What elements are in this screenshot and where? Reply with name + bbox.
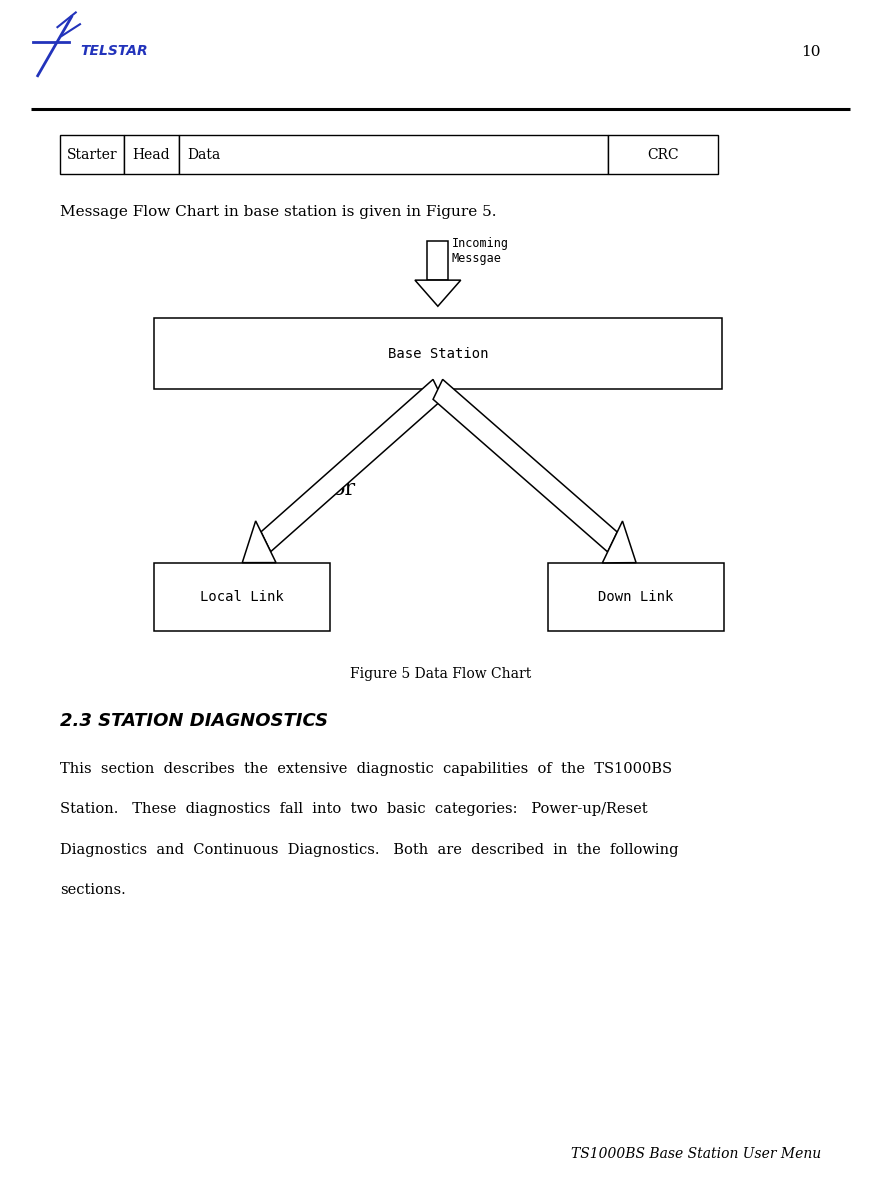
Text: Incoming
Messgae: Incoming Messgae [452,237,509,266]
Text: or: or [331,478,356,500]
Polygon shape [603,521,636,563]
Bar [60,135,124,174]
Bar [427,241,448,280]
Bar [154,563,330,631]
Bar [179,135,608,174]
Text: Data: Data [188,148,221,161]
Text: Local Link: Local Link [200,590,285,604]
Polygon shape [433,380,618,552]
Text: Diagnostics  and  Continuous  Diagnostics.   Both  are  described  in  the  foll: Diagnostics and Continuous Diagnostics. … [60,843,678,857]
Text: Down Link: Down Link [598,590,674,604]
Bar [608,135,718,174]
Text: Station.   These  diagnostics  fall  into  two  basic  categories:   Power-up/Re: Station. These diagnostics fall into two… [60,802,648,817]
Text: TELSTAR: TELSTAR [80,44,148,58]
Bar [124,135,179,174]
Bar [548,563,724,631]
Polygon shape [415,280,461,306]
Text: 10: 10 [802,45,821,59]
Text: This  section  describes  the  extensive  diagnostic  capabilities  of  the  TS1: This section describes the extensive dia… [60,762,672,776]
Bar [154,318,722,389]
Text: Starter: Starter [67,148,117,161]
Text: sections.: sections. [60,883,126,897]
Text: Figure 5 Data Flow Chart: Figure 5 Data Flow Chart [350,667,531,681]
Text: TS1000BS Base Station User Menu: TS1000BS Base Station User Menu [571,1147,821,1161]
Text: Base Station: Base Station [388,347,489,361]
Text: Message Flow Chart in base station is given in Figure 5.: Message Flow Chart in base station is gi… [60,205,496,220]
Polygon shape [242,521,276,563]
Polygon shape [261,380,442,552]
Text: Head: Head [133,148,170,161]
Text: CRC: CRC [648,148,678,161]
Text: 2.3 STATION DIAGNOSTICS: 2.3 STATION DIAGNOSTICS [60,712,328,730]
